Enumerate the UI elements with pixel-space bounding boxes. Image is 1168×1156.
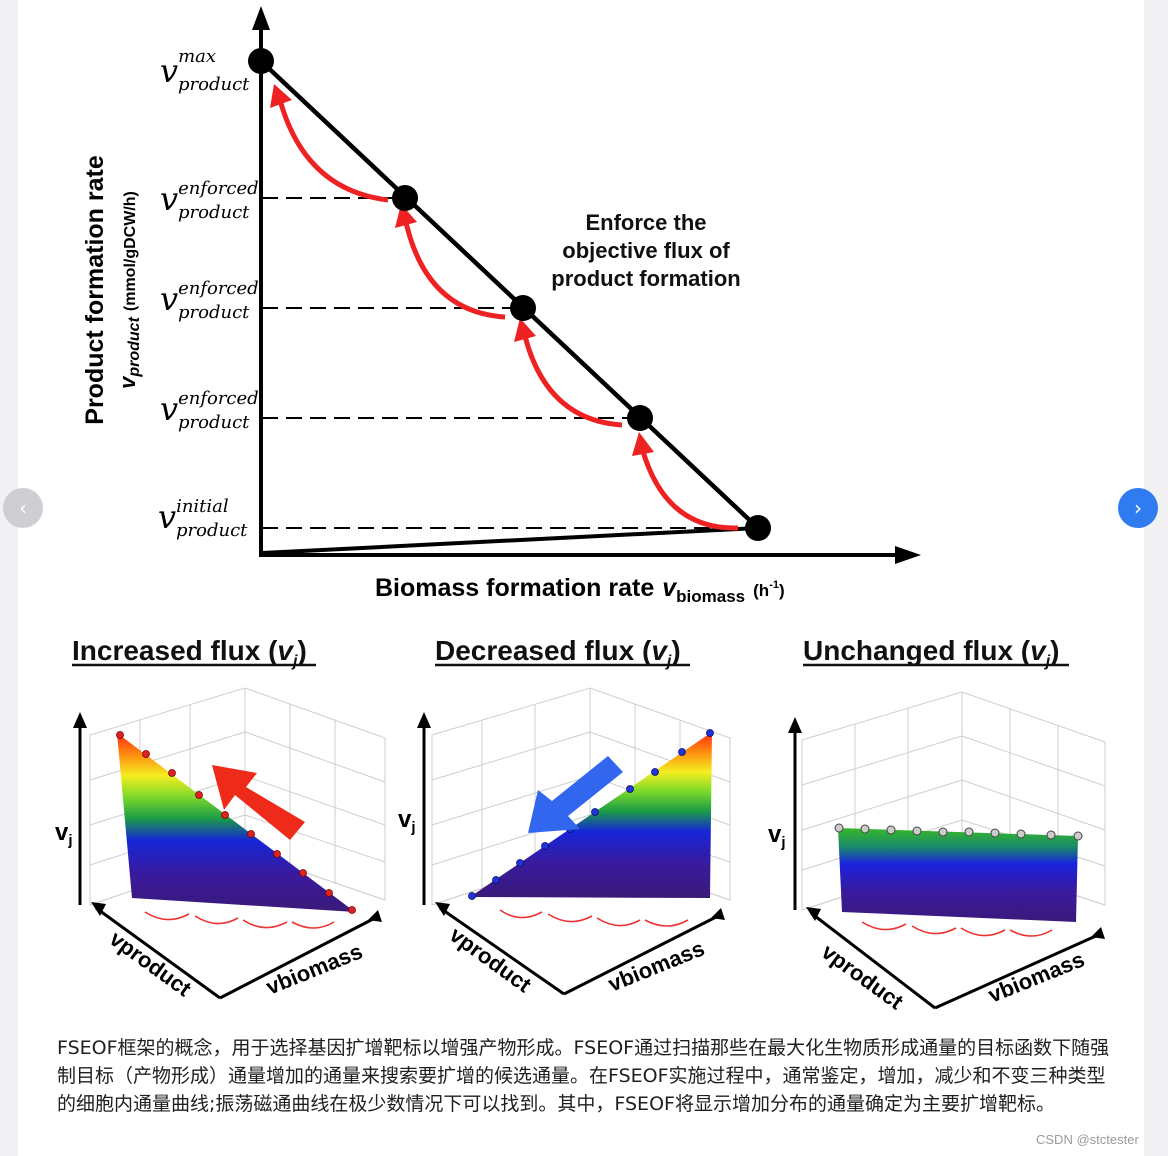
y-tick-labels: vmax product venforced product venforced pr… [158,46,259,541]
point-enforced-2 [510,295,536,321]
chevron-left-icon: ‹ [19,496,27,520]
panel-title-unchanged: Unchanged flux (vj) [803,635,1059,670]
y-axis-symbol: vproduct(mmol/gDCW/h) [115,191,143,389]
flux-surface-increased [117,733,355,912]
tick-label-enforced-1: venforced product [160,178,259,223]
panel-unchanged: vj vproduct vbiomass [768,691,1106,1015]
tick-label-max: vmax product [160,46,250,95]
point-max [248,48,274,74]
svg-text:objective flux of: objective flux of [562,238,730,263]
figure-caption: FSEOF框架的概念，用于选择基因扩增靶标以增强产物形成。FSEOF通过扫描那些… [57,1037,1110,1115]
y-axis-title: Product formation rate [81,155,109,425]
y-axis-title-group: Product formation rate vproduct(mmol/gDC… [81,155,143,425]
svg-text:Enforce the: Enforce the [585,210,706,235]
increase-arrow [212,765,305,840]
panel-titles: Increased flux (vj) Decreased flux (vj) … [72,635,1069,670]
panel-increased-x-label: vproduct [105,926,196,1002]
panel-increased-z-label: vj [55,819,73,849]
panel-unchanged-z-label: vj [768,821,786,851]
x-axis-arrowhead [895,546,921,564]
point-enforced-1 [392,185,418,211]
fseof-figure: vmax product venforced product venforced pr… [55,6,1106,1015]
panel-increased: vj vproduct vbiomass [55,687,386,1002]
flux-surface-decreased [470,732,712,898]
carousel-prev-button[interactable]: ‹ [3,488,43,528]
panel-unchanged-y-label: vbiomass [985,946,1088,1007]
pareto-line [260,60,760,530]
tick-label-enforced-3: venforced product [160,388,259,433]
carousel-next-button[interactable]: › [1118,488,1158,528]
enforce-annotation: Enforce the objective flux of product fo… [551,210,740,291]
enforce-arrows [277,99,739,531]
csdn-watermark: CSDN @stctester [1036,1132,1139,1147]
flux-surface-unchanged [838,828,1078,922]
point-enforced-3 [627,405,653,431]
decrease-arrow [528,756,623,833]
tick-label-initial: vinitial product [158,496,248,541]
enforce-arrowheads [270,84,654,456]
baseline-line [261,526,759,555]
svg-text:product formation: product formation [551,266,740,291]
top-chart: vmax product venforced product venforced pr… [81,6,921,606]
panel-decreased-z-label: vj [398,806,416,836]
point-initial [745,515,771,541]
tick-label-enforced-2: venforced product [160,278,259,323]
panel-title-increased: Increased flux (vj) [72,635,307,670]
panel-decreased-x-label: vproduct [445,922,536,998]
y-axis-arrowhead [252,6,270,30]
chevron-right-icon: › [1134,496,1142,520]
panel-title-decreased: Decreased flux (vj) [435,635,681,670]
x-axis-title: Biomass formation rate vbiomass (h-1) [375,574,785,606]
article-card [18,0,1144,1156]
dashed-guides [262,197,758,529]
pareto-points [248,48,771,541]
panel-decreased: vj vproduct vbiomass [398,687,731,998]
